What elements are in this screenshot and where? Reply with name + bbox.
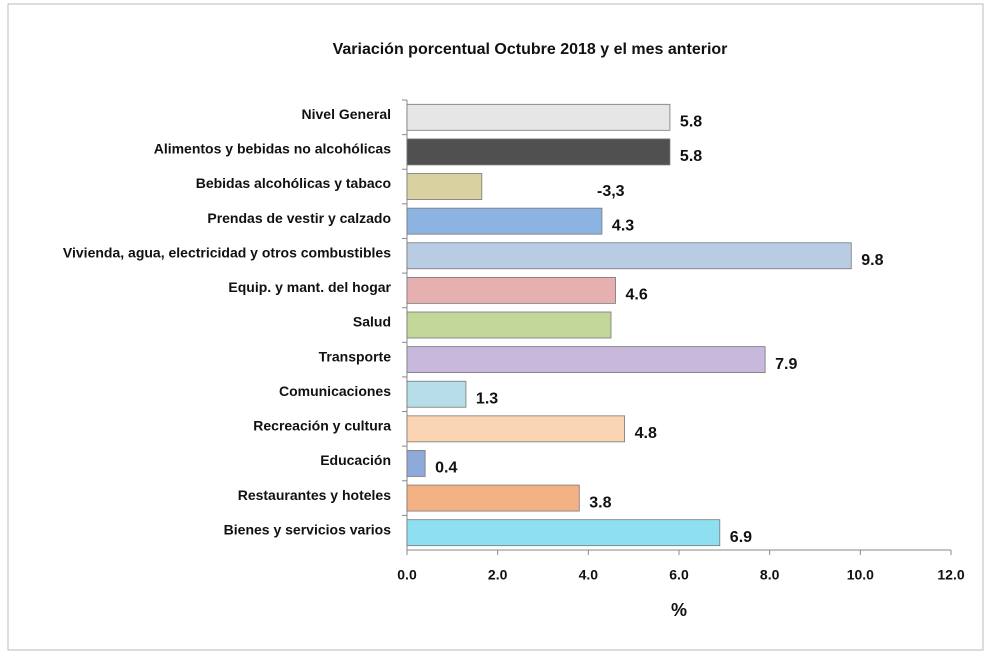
bar [406, 519, 721, 547]
y-tick-label: Comunicaciones [279, 383, 391, 399]
data-label: 4.8 [635, 425, 657, 442]
x-tick-label: 6.0 [669, 567, 689, 583]
chart-title: Variación porcentual Octubre 2018 y el m… [333, 41, 728, 58]
data-label: 5.8 [680, 148, 702, 165]
bar [406, 207, 603, 235]
bar [406, 311, 612, 339]
y-tick-label: Bienes y servicios varios [224, 521, 392, 537]
x-tick-label: 4.0 [579, 567, 599, 583]
data-label: 6.9 [730, 529, 752, 546]
data-label: 7.9 [775, 356, 797, 373]
x-tick-label: 10.0 [847, 567, 874, 583]
y-tick-label: Vivienda, agua, electricidad y otros com… [63, 244, 391, 260]
x-axis-label: % [671, 600, 687, 620]
y-tick-label: Educación [320, 452, 391, 468]
y-tick-label: Prendas de vestir y calzado [207, 210, 391, 226]
y-tick-label: Nivel General [302, 106, 392, 122]
data-label: 9.8 [861, 252, 883, 269]
y-tick-label: Recreación y cultura [253, 418, 391, 434]
bar [406, 415, 626, 443]
x-tick-label: 12.0 [937, 567, 964, 583]
bar [406, 173, 483, 200]
bar [406, 103, 671, 131]
bar [406, 138, 671, 166]
data-label: 5.8 [680, 114, 702, 131]
y-tick-label: Transporte [319, 348, 392, 364]
data-label: 4.3 [612, 217, 634, 234]
data-label: 1.3 [476, 390, 498, 407]
x-tick-label: 2.0 [488, 567, 508, 583]
frame [7, 3, 984, 651]
bar [406, 380, 467, 408]
y-tick-label: Restaurantes y hoteles [238, 487, 391, 503]
data-label: 3.8 [589, 494, 611, 511]
y-tick-label: Salud [353, 314, 391, 330]
annotation: -3,3 [597, 183, 625, 200]
data-label: 0.4 [435, 460, 457, 477]
x-tick-label: 8.0 [760, 567, 780, 583]
data-label: 4.6 [626, 287, 648, 304]
y-tick-label: Bebidas alcohólicas y tabaco [196, 175, 391, 191]
y-tick-label: Alimentos y bebidas no alcohólicas [154, 141, 391, 157]
y-tick-label: Equip. y mant. del hogar [228, 279, 391, 295]
x-tick-label: 0.0 [397, 567, 417, 583]
bar [406, 450, 426, 477]
bar [406, 484, 580, 512]
bar [406, 276, 616, 304]
bar [406, 346, 766, 374]
bar [406, 242, 852, 270]
